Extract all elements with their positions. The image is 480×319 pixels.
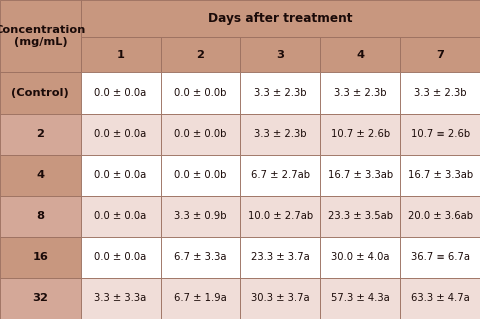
Text: 0.0 ± 0.0b: 0.0 ± 0.0b: [174, 170, 227, 180]
Bar: [320, 278, 400, 319]
Bar: [81, 37, 160, 72]
Bar: [400, 237, 480, 278]
Text: 0.0 ± 0.0a: 0.0 ± 0.0a: [95, 170, 147, 180]
Bar: [320, 37, 400, 72]
Text: 0.0 ± 0.0a: 0.0 ± 0.0a: [95, 129, 147, 139]
Text: 16.7 ± 3.3ab: 16.7 ± 3.3ab: [408, 170, 473, 180]
Text: 7: 7: [436, 49, 444, 60]
Bar: [240, 155, 320, 196]
Text: 10.0 ± 2.7ab: 10.0 ± 2.7ab: [248, 211, 313, 221]
Bar: [240, 114, 320, 155]
Text: 63.3 ± 4.7a: 63.3 ± 4.7a: [411, 293, 469, 303]
Bar: [240, 237, 320, 278]
Text: 3.3 ± 3.3a: 3.3 ± 3.3a: [95, 293, 147, 303]
Text: 4: 4: [36, 170, 44, 180]
Text: 6.7 ± 3.3a: 6.7 ± 3.3a: [174, 252, 227, 262]
Text: 30.3 ± 3.7a: 30.3 ± 3.7a: [251, 293, 310, 303]
Text: 4: 4: [356, 49, 364, 60]
Text: 10.7 ± 2.6b: 10.7 ± 2.6b: [331, 129, 390, 139]
Text: 0.0 ± 0.0a: 0.0 ± 0.0a: [95, 252, 147, 262]
Text: 3.3 ± 2.3b: 3.3 ± 2.3b: [254, 88, 307, 98]
Text: 0.0 ± 0.0b: 0.0 ± 0.0b: [174, 88, 227, 98]
Text: 6.7 ± 1.9a: 6.7 ± 1.9a: [174, 293, 227, 303]
Text: 23.3 ± 3.5ab: 23.3 ± 3.5ab: [328, 211, 393, 221]
Text: 10.7 ≡ 2.6b: 10.7 ≡ 2.6b: [410, 129, 469, 139]
Bar: [160, 237, 240, 278]
Bar: [0, 155, 81, 196]
Text: 16: 16: [32, 252, 48, 262]
Bar: [400, 278, 480, 319]
Bar: [81, 237, 160, 278]
Bar: [0, 114, 81, 155]
Text: 16.7 ± 3.3ab: 16.7 ± 3.3ab: [328, 170, 393, 180]
Text: 36.7 ≡ 6.7a: 36.7 ≡ 6.7a: [410, 252, 469, 262]
Bar: [160, 114, 240, 155]
Text: 0.0 ± 0.0a: 0.0 ± 0.0a: [95, 211, 147, 221]
Bar: [160, 196, 240, 237]
Text: 20.0 ± 3.6ab: 20.0 ± 3.6ab: [408, 211, 473, 221]
Bar: [81, 72, 160, 114]
Bar: [400, 196, 480, 237]
Text: 2: 2: [36, 129, 44, 139]
Bar: [160, 72, 240, 114]
Text: 3.3 ± 0.9b: 3.3 ± 0.9b: [174, 211, 227, 221]
Bar: [81, 155, 160, 196]
Text: (Control): (Control): [12, 88, 69, 98]
Bar: [240, 37, 320, 72]
Text: 3.3 ± 2.3b: 3.3 ± 2.3b: [254, 129, 307, 139]
Bar: [81, 278, 160, 319]
Bar: [320, 196, 400, 237]
Bar: [400, 37, 480, 72]
Bar: [0, 278, 81, 319]
Text: 23.3 ± 3.7a: 23.3 ± 3.7a: [251, 252, 310, 262]
Bar: [160, 155, 240, 196]
Bar: [81, 114, 160, 155]
Text: 57.3 ± 4.3a: 57.3 ± 4.3a: [331, 293, 390, 303]
Text: Days after treatment: Days after treatment: [208, 12, 353, 25]
Bar: [0, 72, 81, 114]
Text: 3.3 ± 2.3b: 3.3 ± 2.3b: [414, 88, 466, 98]
Text: 32: 32: [32, 293, 48, 303]
Bar: [320, 114, 400, 155]
Bar: [320, 72, 400, 114]
Text: 3: 3: [276, 49, 284, 60]
Text: 0.0 ± 0.0a: 0.0 ± 0.0a: [95, 88, 147, 98]
Text: 2: 2: [196, 49, 204, 60]
Bar: [400, 72, 480, 114]
Bar: [240, 72, 320, 114]
Bar: [81, 0, 480, 37]
Text: Concentration
(mg/mL): Concentration (mg/mL): [0, 26, 86, 47]
Bar: [0, 196, 81, 237]
Text: 6.7 ± 2.7ab: 6.7 ± 2.7ab: [251, 170, 310, 180]
Bar: [160, 37, 240, 72]
Bar: [240, 278, 320, 319]
Text: 30.0 ± 4.0a: 30.0 ± 4.0a: [331, 252, 389, 262]
Bar: [0, 0, 81, 72]
Bar: [0, 237, 81, 278]
Bar: [400, 155, 480, 196]
Bar: [81, 196, 160, 237]
Text: 3.3 ± 2.3b: 3.3 ± 2.3b: [334, 88, 386, 98]
Text: 0.0 ± 0.0b: 0.0 ± 0.0b: [174, 129, 227, 139]
Bar: [320, 237, 400, 278]
Bar: [160, 278, 240, 319]
Bar: [240, 196, 320, 237]
Bar: [400, 114, 480, 155]
Bar: [320, 155, 400, 196]
Text: 1: 1: [117, 49, 124, 60]
Text: 8: 8: [36, 211, 44, 221]
